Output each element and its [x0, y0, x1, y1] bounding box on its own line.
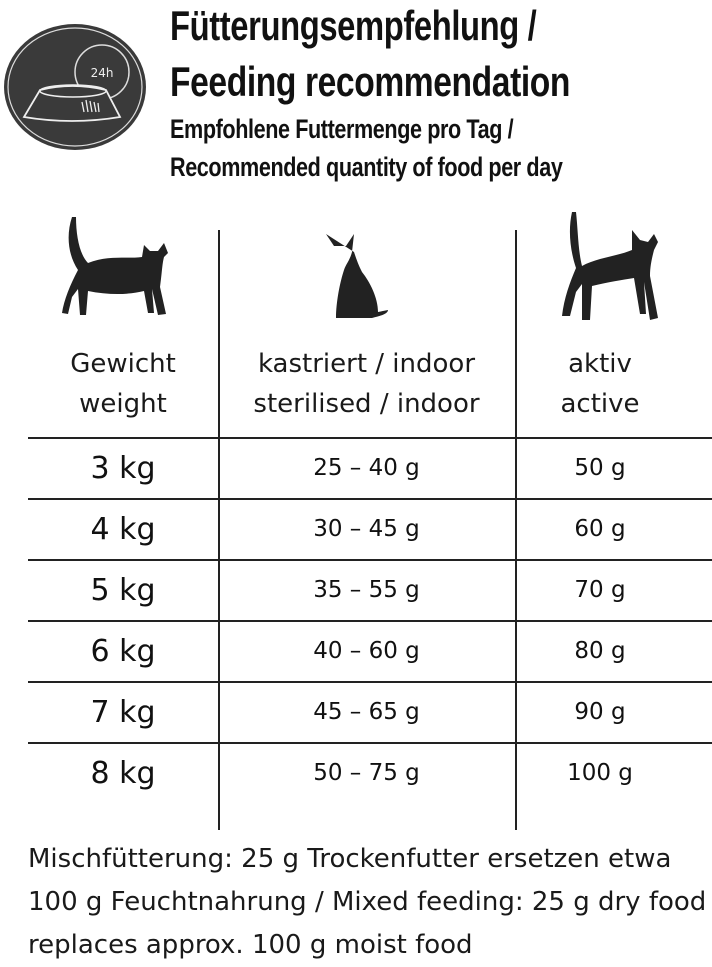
row-divider	[28, 742, 712, 744]
logo-text: 24h	[91, 66, 114, 80]
column-header-weight: Gewicht weight	[28, 344, 218, 424]
indoor-cell: 50 – 75 g	[313, 760, 420, 786]
row-divider	[28, 437, 712, 439]
column-header-indoor: kastriert / indoor sterilised / indoor	[218, 344, 515, 424]
title-en: Feeding recommendation	[170, 58, 571, 105]
column-divider	[515, 230, 517, 830]
active-cell: 100 g	[567, 760, 633, 786]
header-label-en: sterilised / indoor	[253, 389, 480, 419]
sitting-cat-icon	[326, 234, 388, 318]
weight-cell: 6 kg	[90, 634, 156, 669]
indoor-cell: 25 – 40 g	[313, 455, 420, 481]
walking-cat-icon	[62, 217, 168, 315]
indoor-cell: 45 – 65 g	[313, 699, 420, 725]
header-label-de: aktiv	[568, 349, 632, 379]
weight-cell: 4 kg	[90, 512, 156, 547]
weight-cell: 7 kg	[90, 695, 156, 730]
subtitle-en: Recommended quantity of food per day	[170, 152, 563, 182]
row-divider	[28, 498, 712, 500]
header-label-de: Gewicht	[70, 349, 176, 379]
indoor-cell: 35 – 55 g	[313, 577, 420, 603]
column-header-active: aktiv active	[515, 344, 685, 424]
active-cell: 50 g	[574, 455, 626, 481]
table-row: 5 kg 35 – 55 g 70 g	[0, 561, 712, 622]
active-cell: 70 g	[574, 577, 626, 603]
weight-cell: 3 kg	[90, 451, 156, 486]
subtitle-de: Empfohlene Futtermenge pro Tag /	[170, 114, 514, 144]
title-de: Fütterungsempfehlung /	[170, 2, 537, 49]
row-divider	[28, 620, 712, 622]
active-cell: 60 g	[574, 516, 626, 542]
table-row: 8 kg 50 – 75 g 100 g	[0, 744, 712, 805]
weight-cell: 5 kg	[90, 573, 156, 608]
table-row: 3 kg 25 – 40 g 50 g	[0, 439, 712, 500]
column-divider	[218, 230, 220, 830]
table-row: 7 kg 45 – 65 g 90 g	[0, 683, 712, 744]
header-label-en: active	[560, 389, 640, 419]
table-row: 6 kg 40 – 60 g 80 g	[0, 622, 712, 683]
row-divider	[28, 559, 712, 561]
table-row: 4 kg 30 – 45 g 60 g	[0, 500, 712, 561]
indoor-cell: 40 – 60 g	[313, 638, 420, 664]
header-label-de: kastriert / indoor	[257, 349, 476, 379]
active-cat-icon	[562, 212, 658, 320]
row-divider	[28, 681, 712, 683]
active-cell: 80 g	[574, 638, 626, 664]
indoor-cell: 30 – 45 g	[313, 516, 420, 542]
active-cell: 90 g	[574, 699, 626, 725]
mixed-feeding-note: Mischfütterung: 25 g Trockenfutter erset…	[28, 844, 707, 960]
weight-cell: 8 kg	[90, 756, 156, 791]
bowl-24h-icon: 24h	[4, 24, 146, 150]
header-label-en: weight	[79, 389, 167, 419]
